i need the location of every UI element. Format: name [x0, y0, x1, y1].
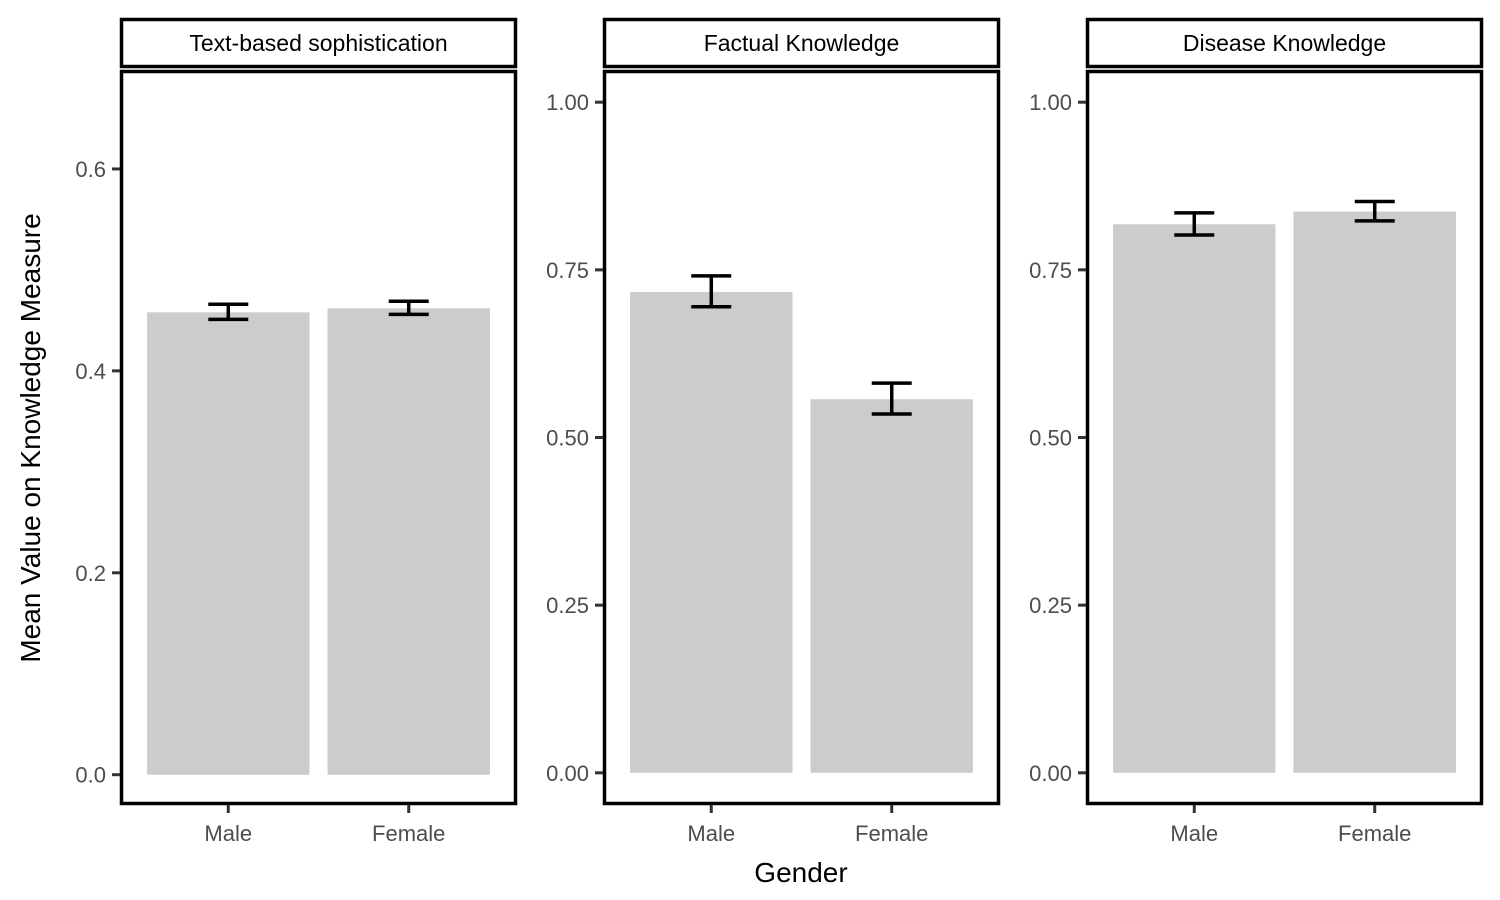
error-bar: [208, 302, 249, 322]
facet-strip: [602, 17, 1001, 69]
bar: [810, 399, 973, 773]
panel-border: [1085, 69, 1484, 806]
bar: [630, 291, 793, 773]
error-bar: [1174, 211, 1215, 237]
facet-panel: Factual Knowledge 0.00 0.25 0.50 0.75 1.00 Mal…: [546, 17, 1001, 846]
chart-panels: Text-based sophistication 0.0 0.2 0.4 0.6 Mal…: [75, 17, 1484, 846]
x-axis-title: Gender: [754, 857, 847, 888]
bar: [327, 308, 490, 775]
x-tick-label: Female: [1338, 821, 1411, 846]
y-tick-label: 0.6: [75, 157, 106, 182]
x-tick-label: Male: [204, 821, 252, 846]
y-tick-label: 0.2: [75, 561, 106, 586]
y-tick-label: 0.25: [1029, 593, 1072, 618]
panel-border: [602, 69, 1001, 806]
bar: [1113, 224, 1276, 773]
x-tick-label: Male: [1170, 821, 1218, 846]
y-tick-label: 0.00: [546, 761, 589, 786]
y-tick-label: 1.00: [1029, 90, 1072, 115]
y-axis-title: Mean Value on Knowledge Measure: [15, 213, 46, 662]
y-tick-label: 0.50: [546, 426, 589, 451]
error-bar: [691, 274, 732, 309]
facet-strip: [119, 17, 518, 69]
facet-panel: Text-based sophistication 0.0 0.2 0.4 0.6 Mal…: [75, 17, 518, 846]
bar: [1293, 211, 1456, 773]
facet-title: Factual Knowledge: [704, 30, 900, 56]
y-tick-label: 0.00: [1029, 761, 1072, 786]
x-tick-label: Male: [687, 821, 735, 846]
x-tick-label: Female: [372, 821, 445, 846]
error-bar: [1354, 199, 1395, 223]
error-bar: [871, 381, 912, 416]
y-tick-label: 0.75: [1029, 258, 1072, 283]
panel-border: [119, 69, 518, 806]
facet-strip: [1085, 17, 1484, 69]
y-tick-label: 0.4: [75, 359, 106, 384]
y-tick-label: 1.00: [546, 90, 589, 115]
bar: [147, 312, 310, 775]
facet-title: Disease Knowledge: [1183, 30, 1386, 56]
x-tick-label: Female: [855, 821, 928, 846]
facet-title: Text-based sophistication: [189, 30, 447, 56]
y-tick-label: 0.50: [1029, 426, 1072, 451]
y-tick-label: 0.0: [75, 763, 106, 788]
error-bar: [388, 299, 429, 317]
facet-panel: Disease Knowledge 0.00 0.25 0.50 0.75 1.00 Mal…: [1029, 17, 1484, 846]
y-tick-label: 0.75: [546, 258, 589, 283]
y-tick-label: 0.25: [546, 593, 589, 618]
